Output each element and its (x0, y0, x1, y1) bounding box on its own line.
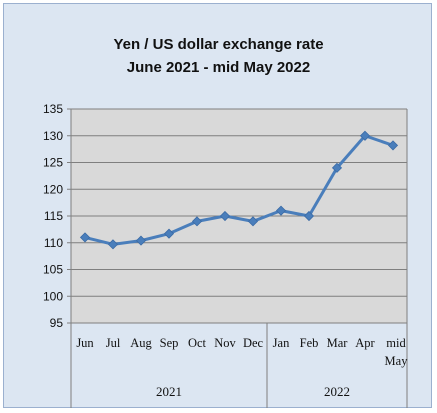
data-point (387, 140, 399, 151)
data-point (331, 162, 343, 173)
year-label: 2022 (324, 384, 350, 399)
y-tick-label: 135 (43, 102, 63, 116)
x-tick-label: Jan (273, 336, 290, 350)
x-tick-label: Jun (76, 336, 94, 350)
data-point (303, 210, 315, 222)
x-tick-label: Nov (214, 336, 236, 350)
year-label: 2021 (156, 384, 182, 399)
y-tick-label: 130 (43, 129, 63, 143)
data-point (135, 235, 147, 246)
x-tick-label: Dec (243, 336, 264, 350)
data-point (79, 232, 91, 243)
data-point (275, 205, 287, 216)
x-tick-label: Oct (188, 336, 207, 350)
chart-subtitle: June 2021 - mid May 2022 (126, 59, 311, 76)
data-point (219, 210, 231, 222)
y-tick-label: 105 (43, 263, 63, 277)
x-tick-label: Aug (130, 336, 152, 350)
data-point (359, 130, 371, 141)
y-tick-label: 110 (44, 236, 63, 250)
x-tick-label: Feb (300, 336, 319, 350)
y-tick-label: 120 (43, 182, 63, 196)
series-line (84, 134, 394, 246)
data-point (247, 216, 259, 227)
chart-title: Yen / US dollar exchange rate (113, 36, 324, 53)
y-tick-label: 95 (50, 316, 64, 330)
data-point (107, 239, 119, 250)
x-tick-label: Mar (327, 336, 349, 350)
x-tick-label: Sep (160, 336, 179, 350)
data-point (163, 228, 175, 239)
x-tick-label: mid (386, 336, 406, 350)
x-tick-label: Apr (355, 336, 375, 350)
x-tick-label: Jul (106, 336, 121, 350)
data-point (191, 216, 203, 227)
x-tick-label: May (385, 354, 409, 368)
y-tick-label: 100 (43, 289, 63, 303)
y-tick-label: 115 (44, 209, 63, 223)
y-tick-label: 125 (43, 156, 63, 170)
